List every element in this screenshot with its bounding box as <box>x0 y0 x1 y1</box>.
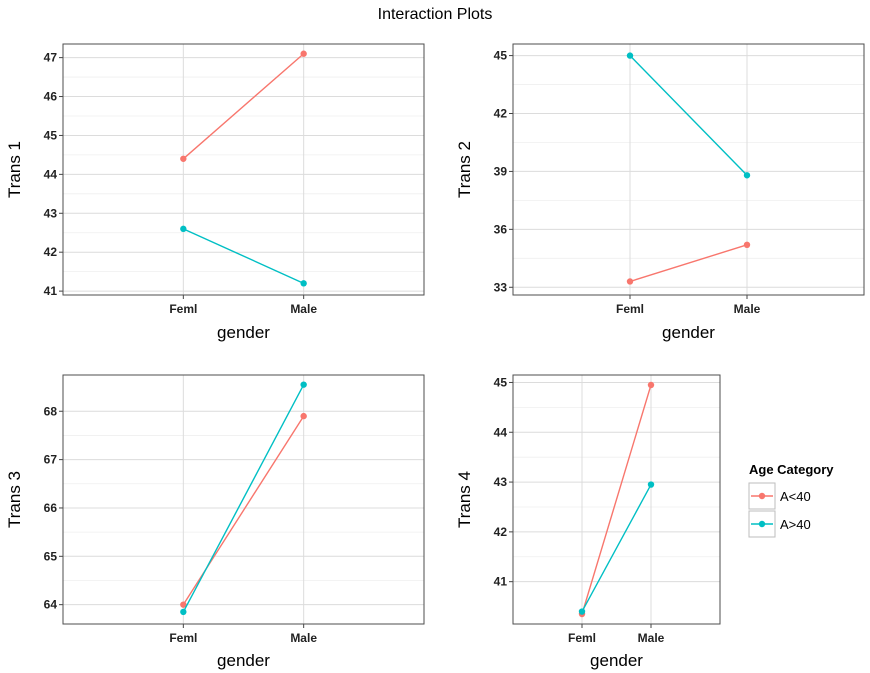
legend: Age Category A<40 A>40 <box>748 462 834 538</box>
x-tick-label: Feml <box>568 631 596 645</box>
panel-border <box>512 43 865 296</box>
panel-border <box>62 43 425 296</box>
x-tick-label: Male <box>290 631 317 645</box>
data-point <box>626 52 634 59</box>
series-line-1 <box>581 384 652 615</box>
y-tick-label: 39 <box>494 164 508 178</box>
y-axis-title: Trans 1 <box>5 141 24 198</box>
panel-border <box>62 374 425 625</box>
data-point <box>647 481 655 488</box>
data-point <box>743 172 751 179</box>
data-point <box>647 381 655 389</box>
y-tick-label: 66 <box>44 501 58 515</box>
y-tick-label: 67 <box>44 453 58 467</box>
y-tick-label: 42 <box>44 245 58 259</box>
series-line-2 <box>629 55 748 176</box>
y-tick-label: 44 <box>494 425 508 439</box>
y-tick-label: 47 <box>44 51 58 65</box>
panel-3: 64 65 66 67 68 Feml Male gender Trans 3 <box>5 374 425 670</box>
data-point <box>300 50 307 57</box>
legend-title: Age Category <box>749 462 834 477</box>
y-tick-label: 44 <box>44 167 58 181</box>
x-tick-label: Feml <box>169 631 197 645</box>
y-tick-label: 46 <box>44 90 58 104</box>
panel-4: 41 42 43 44 45 Feml Male gender Trans 4 <box>455 374 721 670</box>
y-tick-label: 45 <box>494 49 508 63</box>
data-point <box>578 608 586 615</box>
data-point <box>180 225 187 233</box>
plot-area <box>513 44 864 295</box>
y-tick-label: 36 <box>494 222 508 236</box>
series-line-1 <box>182 53 305 160</box>
data-point <box>300 280 307 287</box>
panel-border <box>512 374 721 625</box>
series-line-2 <box>182 384 305 613</box>
legend-key-point <box>758 520 766 528</box>
page-title: Interaction Plots <box>377 6 493 23</box>
x-axis-title: gender <box>217 651 270 670</box>
data-point <box>180 155 187 162</box>
x-tick-label: Feml <box>616 302 644 316</box>
panel-2: 33 36 39 42 45 Feml Male gender Trans 2 <box>455 43 865 342</box>
y-tick-label: 41 <box>494 575 508 589</box>
y-tick-label: 64 <box>44 598 58 612</box>
x-axis-title: gender <box>590 651 643 670</box>
legend-key-point <box>758 492 766 500</box>
y-tick-label: 43 <box>494 475 508 489</box>
y-axis-title: Trans 2 <box>455 141 474 198</box>
series-line-2 <box>581 484 652 612</box>
data-point <box>180 608 187 616</box>
series-line-1 <box>629 244 748 283</box>
y-tick-label: 42 <box>494 525 508 539</box>
data-point <box>743 241 751 248</box>
y-tick-label: 45 <box>44 128 58 142</box>
x-axis-title: gender <box>217 323 270 342</box>
x-tick-label: Male <box>734 302 761 316</box>
panel-1: 41 42 43 44 45 46 47 Feml Male gender Trans 1 <box>5 43 425 342</box>
y-tick-label: 45 <box>494 375 508 389</box>
y-tick-label: 41 <box>44 284 58 298</box>
y-axis-title: Trans 3 <box>5 471 24 528</box>
x-tick-label: Male <box>638 631 665 645</box>
y-tick-label: 33 <box>494 280 508 294</box>
x-tick-label: Feml <box>169 302 197 316</box>
y-tick-label: 43 <box>44 206 58 220</box>
x-tick-label: Male <box>290 302 317 316</box>
data-point <box>300 412 307 420</box>
plot-area <box>63 44 424 295</box>
data-point <box>300 381 307 388</box>
y-tick-label: 65 <box>44 549 58 563</box>
data-point <box>626 278 634 285</box>
y-tick-label: 68 <box>44 404 58 418</box>
y-tick-label: 42 <box>494 107 508 121</box>
y-axis-title: Trans 4 <box>455 471 474 528</box>
x-axis-title: gender <box>662 323 715 342</box>
legend-item-label: A>40 <box>780 517 811 532</box>
series-line-2 <box>183 228 304 284</box>
legend-item-label: A<40 <box>780 489 811 504</box>
data-point <box>180 601 187 608</box>
